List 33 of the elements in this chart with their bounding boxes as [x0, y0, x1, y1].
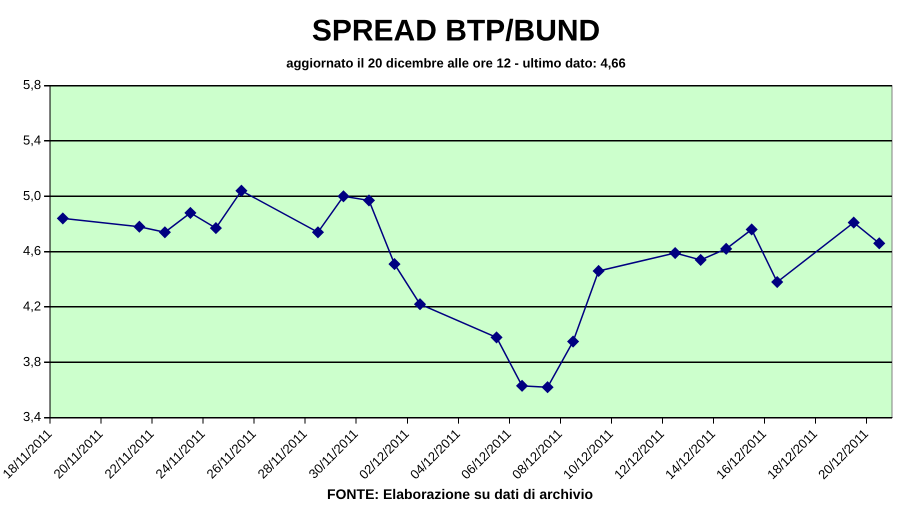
point	[669, 247, 681, 259]
point	[490, 332, 502, 344]
chart-title: SPREAD BTP/BUND	[312, 14, 600, 48]
point	[592, 265, 604, 277]
point	[567, 336, 579, 348]
y-tick-label: 5,0	[22, 188, 42, 203]
point	[414, 298, 426, 310]
point	[338, 190, 350, 202]
point	[159, 226, 171, 238]
point	[236, 185, 248, 196]
point	[184, 207, 196, 219]
point	[134, 220, 146, 232]
point	[771, 276, 783, 288]
point	[746, 224, 758, 236]
y-tick-label: 4,2	[22, 298, 42, 314]
y-tick-label: 5,8	[22, 77, 42, 92]
point	[720, 243, 732, 255]
source-note: FONTE: Elaborazione su dati di archivio	[326, 486, 594, 502]
point	[312, 226, 324, 238]
point	[694, 254, 706, 266]
point	[388, 258, 400, 270]
y-tick-label: 3,8	[22, 354, 42, 369]
point	[848, 216, 860, 228]
point	[542, 381, 554, 393]
y-tick-label: 5,4	[22, 132, 42, 148]
y-tick-label: 3,4	[22, 409, 42, 424]
y-tick-label: 4,6	[22, 243, 42, 258]
point	[516, 380, 528, 392]
point	[57, 212, 69, 224]
chart-subtitle: aggiornato il 20 dicembre alle ore 12 - ultimo dato: 4,66	[286, 55, 626, 70]
point	[210, 222, 222, 234]
point	[363, 194, 375, 206]
point	[873, 238, 885, 250]
